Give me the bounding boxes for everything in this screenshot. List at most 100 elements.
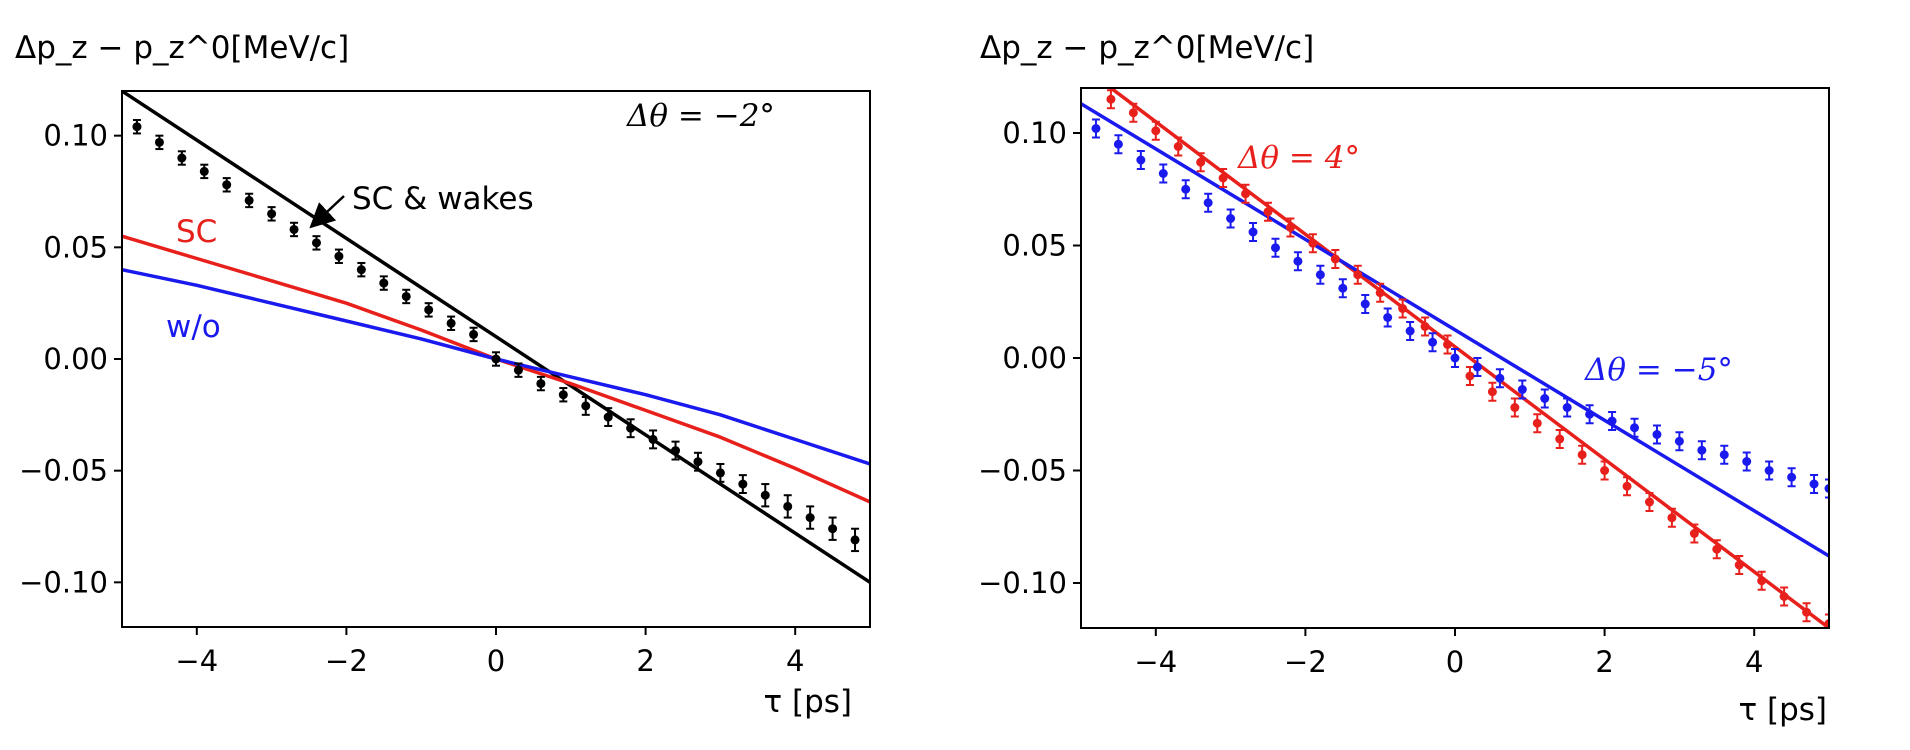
left-series-line-1 bbox=[122, 234, 870, 504]
right-data-point bbox=[1203, 192, 1213, 213]
right-data-point bbox=[1383, 307, 1393, 328]
right-y-tick-label: 0.10 bbox=[1002, 116, 1067, 150]
right-data-point bbox=[1263, 201, 1273, 222]
right-data-point bbox=[1420, 316, 1430, 337]
right-data-point bbox=[1285, 217, 1295, 238]
right-data-point bbox=[1248, 222, 1258, 242]
right-data-point bbox=[1241, 183, 1251, 204]
left-data-point bbox=[267, 206, 277, 222]
right-data-point bbox=[1270, 237, 1280, 258]
right-series-line-1 bbox=[1081, 102, 1829, 558]
left-data-point bbox=[783, 494, 793, 519]
left-data-point bbox=[603, 407, 613, 427]
left-x-tick-label: 2 bbox=[636, 644, 654, 678]
right-data-point bbox=[1428, 332, 1438, 353]
right-data-point bbox=[1181, 179, 1191, 200]
right-data-point bbox=[1136, 150, 1146, 170]
right-data-point bbox=[1764, 460, 1774, 481]
left-series-line-2 bbox=[122, 267, 870, 466]
right-data-point bbox=[1562, 397, 1572, 418]
right-data-point bbox=[1293, 251, 1303, 272]
right-data-point bbox=[1809, 474, 1819, 494]
right-data-point bbox=[1330, 249, 1340, 269]
left-annotation-without: w/o bbox=[166, 309, 221, 345]
right-data-point bbox=[1487, 381, 1497, 402]
right-data-point bbox=[1757, 570, 1767, 591]
right-data-point bbox=[1532, 413, 1542, 434]
left-data-point bbox=[244, 192, 254, 209]
right-data-point bbox=[1226, 208, 1236, 229]
left-data-point bbox=[446, 315, 456, 331]
left-data-point bbox=[379, 275, 389, 291]
left-data-point bbox=[289, 221, 299, 238]
right-y-tick-label: 0.05 bbox=[1002, 229, 1067, 263]
right-data-point bbox=[1652, 424, 1662, 445]
right-plot-content bbox=[1081, 88, 1829, 628]
right-y-axis-title: Δp_z − p_z^0[MeV/c] bbox=[980, 30, 1314, 66]
right-data-point bbox=[1315, 264, 1325, 285]
left-data-point bbox=[648, 429, 658, 450]
left-annotation-arrow bbox=[309, 195, 345, 229]
right-series-line-0 bbox=[1108, 88, 1829, 628]
right-data-point bbox=[1465, 366, 1475, 386]
right-data-point bbox=[1495, 368, 1505, 389]
right-data-point bbox=[1472, 357, 1482, 377]
right-data-point bbox=[1106, 89, 1116, 110]
left-data-point bbox=[334, 248, 344, 264]
left-y-tick-label: 0.05 bbox=[43, 230, 108, 264]
left-data-point bbox=[693, 451, 703, 472]
right-data-point bbox=[1128, 102, 1138, 123]
right-data-point bbox=[1667, 507, 1677, 528]
right-x-tick-label: −4 bbox=[1134, 645, 1177, 679]
right-data-point bbox=[1600, 460, 1610, 481]
right-data-point bbox=[1585, 404, 1595, 425]
right-x-tick-label: 4 bbox=[1745, 645, 1763, 679]
right-data-point bbox=[1517, 379, 1527, 400]
right-data-point bbox=[1196, 152, 1206, 173]
left-data-point bbox=[177, 150, 187, 166]
left-annotation-delta-theta: Δθ = −2° bbox=[626, 98, 775, 134]
right-data-point bbox=[1158, 163, 1168, 184]
right-data-point bbox=[1151, 120, 1161, 141]
left-data-point bbox=[424, 302, 434, 318]
right-data-point bbox=[1779, 586, 1789, 607]
left-data-point bbox=[222, 177, 232, 193]
left-annotation-sc: SC bbox=[176, 214, 217, 250]
right-data-point bbox=[1360, 294, 1370, 314]
right-annotation-delta-theta-minus5: Δθ = −5° bbox=[1584, 352, 1733, 388]
left-data-point bbox=[132, 119, 142, 135]
right-data-point bbox=[1398, 298, 1408, 319]
left-annotation-sc-wakes: SC & wakes bbox=[352, 181, 534, 217]
left-data-point bbox=[626, 418, 636, 439]
left-x-tick-label: −4 bbox=[175, 644, 218, 678]
left-series-line-0 bbox=[122, 91, 870, 584]
left-y-tick-label: −0.10 bbox=[19, 565, 108, 599]
left-y-tick-label: 0.00 bbox=[43, 342, 108, 376]
right-data-point bbox=[1824, 478, 1829, 499]
right-data-point bbox=[1630, 417, 1640, 438]
left-y-tick-label: 0.10 bbox=[43, 119, 108, 153]
left-x-tick-label: 0 bbox=[487, 644, 505, 678]
right-data-point bbox=[1173, 136, 1183, 157]
right-data-point bbox=[1644, 492, 1654, 512]
right-data-point bbox=[1555, 429, 1565, 449]
left-ticks: −4 −2 0 2 4 0.10 0.05 0.00 −0.05 −0.10 bbox=[19, 119, 804, 678]
left-y-axis-title: Δp_z − p_z^0[MeV/c] bbox=[15, 30, 349, 66]
right-data-point bbox=[1450, 348, 1460, 368]
left-data-point bbox=[715, 462, 725, 483]
left-data-point bbox=[311, 235, 321, 251]
right-data-point bbox=[1742, 451, 1752, 472]
right-data-point bbox=[1712, 539, 1722, 560]
right-data-point bbox=[1443, 334, 1453, 355]
right-x-tick-label: 2 bbox=[1595, 645, 1613, 679]
right-data-point bbox=[1697, 440, 1707, 461]
left-data-point bbox=[805, 505, 815, 530]
right-data-point bbox=[1091, 118, 1101, 139]
left-data-point bbox=[154, 134, 164, 151]
right-data-point bbox=[1622, 476, 1632, 497]
right-data-point bbox=[1338, 278, 1348, 299]
left-data-point bbox=[760, 483, 770, 508]
left-data-point bbox=[581, 395, 591, 416]
right-x-axis-title: τ [ps] bbox=[1738, 692, 1827, 728]
